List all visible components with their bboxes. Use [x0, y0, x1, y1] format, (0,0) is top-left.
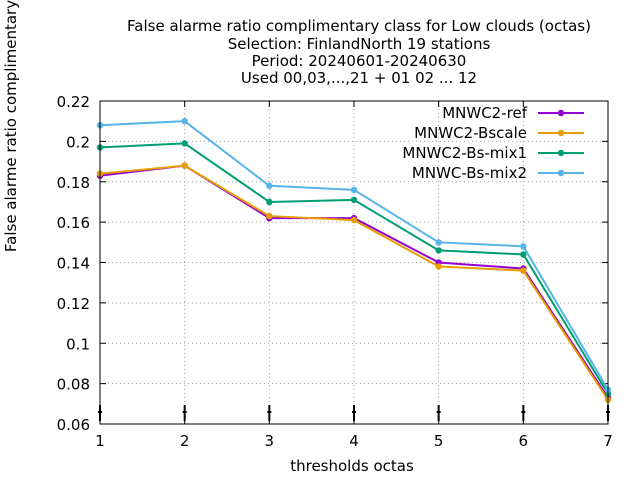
legend: MNWC2-ref MNWC2-Bscale MNWC2-Bs-mix1 MNWC-B… [402, 104, 584, 182]
y-tick-label: 0.2 [66, 133, 90, 151]
data-point [520, 243, 527, 250]
chart-title-line-4: Used 00,03,...,21 + 01 02 ... 12 [240, 69, 478, 87]
y-tick-label: 0.16 [57, 214, 90, 232]
chart-title-line-1: False alarme ratio complimentary class f… [127, 17, 591, 35]
x-axis-label: thresholds octas [290, 457, 414, 475]
y-tick-label: 0.12 [57, 295, 90, 313]
axis-ticks: 0.06 0.08 0.1 0.12 0.14 0.16 0.18 0.2 0.22 1 2 3 4 5 6… [57, 93, 613, 450]
data-point [181, 140, 188, 147]
series-lines [96, 117, 612, 403]
data-point [181, 117, 188, 125]
data-point [266, 212, 273, 220]
data-point [350, 216, 358, 224]
plot-frame [99, 100, 609, 425]
x-tick-label: 3 [265, 432, 275, 450]
y-tick-label: 0.22 [57, 93, 90, 111]
data-point [520, 251, 527, 258]
y-tick-label: 0.18 [57, 174, 90, 192]
legend-label: MNWC2-ref [442, 104, 527, 122]
x-tick-label: 5 [434, 432, 444, 450]
legend-marker [557, 129, 565, 137]
legend-label: MNWC2-Bs-mix1 [402, 144, 527, 162]
legend-label: MNWC-Bs-mix2 [412, 164, 527, 182]
x-tick-label: 1 [95, 432, 105, 450]
y-tick-label: 0.1 [66, 335, 90, 353]
data-point [435, 263, 442, 270]
legend-label: MNWC2-Bscale [414, 124, 527, 142]
y-tick-label: 0.08 [57, 376, 90, 394]
legend-marker [557, 149, 565, 157]
x-tick-label: 7 [603, 432, 613, 450]
x-tick-label: 6 [519, 432, 529, 450]
legend-marker [557, 169, 565, 177]
data-point [435, 247, 442, 254]
y-tick-label: 0.14 [57, 255, 90, 273]
data-point [266, 198, 273, 206]
data-point [350, 196, 358, 204]
data-point [350, 186, 358, 194]
x-tick-label: 4 [349, 432, 359, 450]
y-tick-label: 0.06 [57, 416, 90, 434]
chart-title-line-2: Selection: FinlandNorth 19 stations [227, 35, 491, 53]
legend-marker [557, 109, 565, 117]
data-point [520, 267, 527, 274]
data-point [181, 162, 188, 169]
x-tick-label: 2 [180, 432, 190, 450]
series-line-3 [99, 142, 609, 395]
chart-title-line-3: Period: 20240601-20240630 [251, 52, 467, 70]
data-point [266, 182, 273, 189]
data-point [435, 239, 442, 246]
